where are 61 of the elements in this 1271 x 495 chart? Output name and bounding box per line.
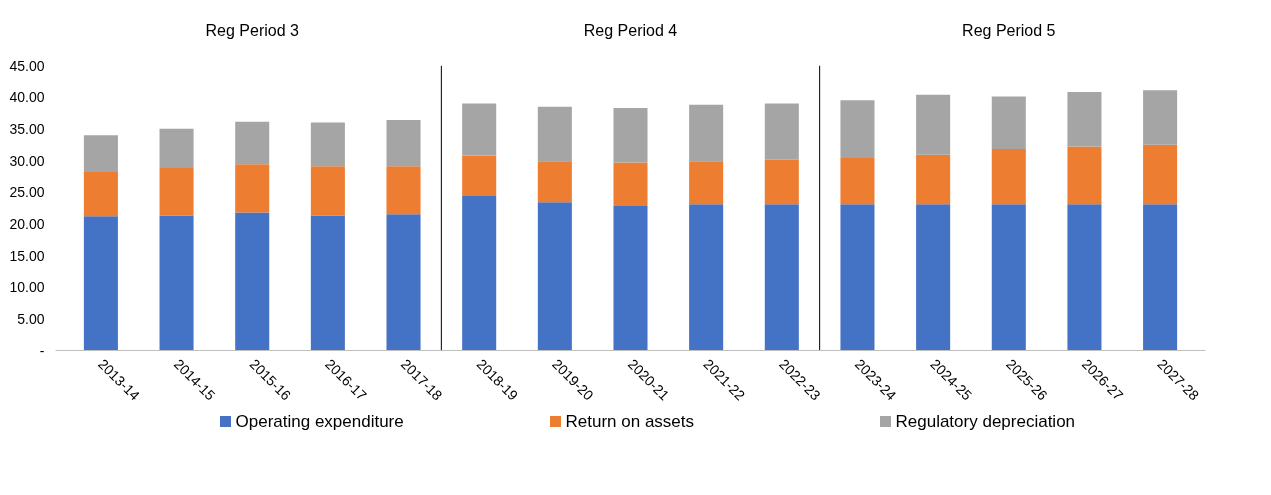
bar (83, 135, 118, 172)
bar (462, 155, 497, 196)
bar (1067, 204, 1102, 351)
legend-label: Operating expenditure (235, 412, 404, 431)
bar (310, 166, 345, 216)
bar (840, 100, 875, 158)
bar (159, 215, 194, 351)
bar (235, 212, 270, 351)
bar (386, 119, 421, 167)
y-tick-label: - (39, 342, 45, 359)
bar (764, 204, 799, 351)
y-tick-label: 45.00 (9, 57, 45, 74)
y-tick-label: 40.00 (9, 89, 45, 106)
legend-label: Return on assets (565, 412, 695, 431)
bar (1067, 146, 1102, 205)
bar (916, 204, 951, 351)
bar (689, 161, 724, 205)
bar (1143, 144, 1178, 205)
bar (764, 159, 799, 205)
bar (613, 107, 648, 163)
bar (991, 204, 1026, 351)
bar (537, 202, 572, 351)
y-tick-label: 25.00 (9, 184, 45, 201)
bar (613, 162, 648, 207)
bar (386, 214, 421, 351)
bar (1067, 92, 1102, 147)
bar (991, 149, 1026, 205)
bar (689, 204, 724, 351)
bar (83, 171, 118, 217)
bar (991, 96, 1026, 150)
legend-label: Regulatory depreciation (895, 412, 1076, 431)
bar (840, 204, 875, 351)
y-tick-label: 15.00 (9, 247, 45, 264)
text: Reg Period 3 (205, 22, 300, 39)
bar (386, 166, 421, 215)
bar (613, 206, 648, 351)
text: Reg Period 4 (583, 22, 678, 39)
bar (462, 103, 497, 156)
bar (462, 195, 497, 351)
bar (916, 154, 951, 205)
y-tick-label: 10.00 (9, 279, 45, 296)
bar (537, 161, 572, 203)
bar (310, 122, 345, 167)
bar (1143, 90, 1178, 145)
y-tick-label: 20.00 (9, 215, 45, 232)
text: Reg Period 5 (962, 22, 1056, 39)
bar (235, 121, 270, 165)
bar (159, 128, 194, 169)
y-tick-label: 35.00 (9, 120, 45, 137)
bar (689, 104, 724, 162)
bar (537, 106, 572, 162)
bar (764, 103, 799, 160)
bar (83, 216, 118, 351)
bar (159, 168, 194, 216)
bar (1143, 204, 1178, 351)
bar (916, 94, 951, 155)
bar (840, 157, 875, 205)
y-tick-label: 5.00 (17, 310, 45, 327)
bar (310, 215, 345, 351)
bar (235, 164, 270, 213)
y-tick-label: 30.00 (9, 152, 45, 169)
